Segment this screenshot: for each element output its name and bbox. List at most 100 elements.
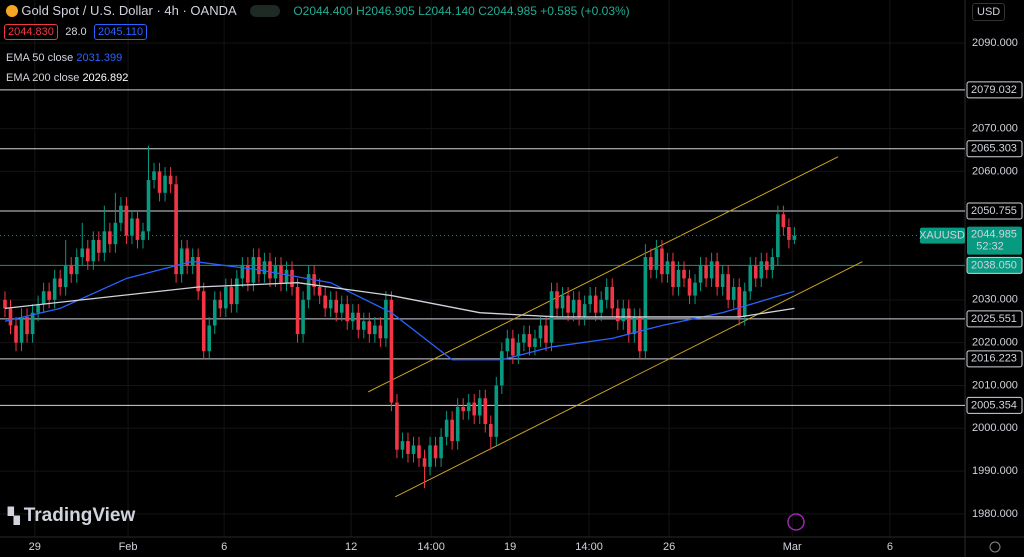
candle-body: [146, 179, 151, 232]
candle-body: [643, 257, 648, 352]
level-label: 2065.303: [971, 143, 1017, 155]
y-tick-label: 2010.000: [972, 379, 1018, 391]
y-tick-label: 1980.000: [972, 508, 1018, 520]
candle-body: [3, 299, 7, 309]
candle-body: [621, 308, 626, 322]
candle-body: [693, 282, 697, 296]
ohlc-low: L2044.140: [418, 4, 475, 18]
level-label-bg: [966, 396, 1023, 414]
ema-line: [4, 260, 795, 361]
level-label-bg: [966, 81, 1023, 99]
candle-body: [41, 291, 46, 305]
candle-body: [268, 261, 272, 279]
level-label: 2016.223: [971, 353, 1017, 365]
brand-name: TradingView: [23, 505, 136, 526]
bid[interactable]: 2044.830: [4, 24, 58, 40]
candle-body: [720, 274, 725, 287]
candle-body: [455, 406, 460, 442]
candle-body: [428, 445, 432, 467]
candle-body: [273, 265, 278, 279]
legend-value: 2031.399: [76, 52, 123, 64]
candle-body: [571, 299, 576, 313]
ask[interactable]: 2045.110: [94, 24, 148, 40]
level-label: 2005.354: [971, 399, 1017, 411]
candle-body: [439, 436, 443, 459]
quote-boxes: 2044.830 28.0 2045.110: [4, 24, 151, 40]
candle-body: [251, 257, 256, 283]
y-tick-label: 2000.000: [972, 422, 1018, 434]
symbol-tag-text: XAUUSD: [919, 230, 965, 242]
ema50-legend: EMA 50 close 2031.399: [6, 52, 122, 64]
candle-body: [516, 342, 521, 356]
candle-body: [223, 286, 228, 309]
candle-body: [52, 278, 57, 300]
level-label-bg: [966, 140, 1023, 158]
currency[interactable]: USD: [972, 3, 1006, 21]
candle-body: [323, 295, 327, 309]
status-pill[interactable]: [249, 5, 280, 17]
candle-body: [660, 248, 664, 275]
candle-body: [91, 239, 96, 262]
y-tick-label: 2090.000: [972, 37, 1018, 49]
candle-body: [317, 286, 322, 296]
candle-body: [566, 295, 570, 313]
candle-body: [384, 299, 388, 339]
candle-body: [229, 286, 234, 305]
candle-body: [698, 265, 703, 283]
candle-body: [8, 308, 13, 326]
candle-body: [212, 299, 217, 326]
candle-body: [97, 239, 101, 253]
price-tag-countdown: 52:32: [976, 241, 1004, 253]
candle-body: [792, 235, 797, 240]
candle-body: [395, 402, 399, 450]
candle-body: [356, 312, 361, 330]
candle-body: [477, 398, 482, 416]
candle-body: [135, 218, 140, 240]
candle-body: [450, 419, 454, 442]
level-label: 2079.032: [971, 84, 1017, 96]
candle-body: [113, 222, 118, 245]
candle-body: [108, 231, 112, 245]
symbol-icon: [6, 5, 18, 17]
candle-body: [196, 257, 200, 292]
candle-body: [80, 248, 85, 258]
y-tick-label: 2070.000: [972, 123, 1018, 135]
candle-body: [328, 299, 333, 309]
candle-body: [781, 214, 786, 228]
candle-body: [290, 269, 294, 287]
candle-body: [174, 184, 178, 275]
candle-body: [577, 299, 581, 317]
candle-body: [240, 265, 245, 279]
candle-body: [36, 304, 40, 313]
candle-body: [152, 171, 156, 180]
candle-body: [555, 291, 559, 309]
symbol-tag: [920, 227, 965, 244]
candle-body: [737, 286, 742, 317]
candle-body: [488, 423, 493, 437]
trend-line: [395, 261, 863, 498]
candle-body: [593, 295, 598, 313]
candle-body: [676, 269, 681, 287]
candle-body: [472, 402, 477, 416]
header: Gold Spot / U.S. Dollar · 4h · OANDA O20…: [6, 3, 630, 18]
x-tick-label: 6: [887, 541, 893, 553]
trend-line: [367, 156, 839, 393]
legend-name: EMA 200 close: [6, 72, 80, 84]
candle-body: [58, 278, 62, 287]
candle-body: [235, 278, 239, 305]
candle-body: [511, 338, 515, 356]
level-label-bg: [966, 202, 1023, 220]
candle-body: [130, 218, 134, 236]
candle-body: [124, 205, 129, 236]
candle-body: [25, 316, 29, 335]
candle-body: [179, 248, 184, 275]
candle-body: [119, 205, 123, 223]
candle-body: [207, 325, 212, 352]
candle-body: [339, 304, 344, 313]
ohlc-open: O2044.400: [293, 4, 353, 18]
candle-body: [632, 316, 637, 335]
level-label-bg: [966, 256, 1023, 274]
candle-body: [527, 334, 532, 347]
candle-body: [378, 325, 383, 339]
